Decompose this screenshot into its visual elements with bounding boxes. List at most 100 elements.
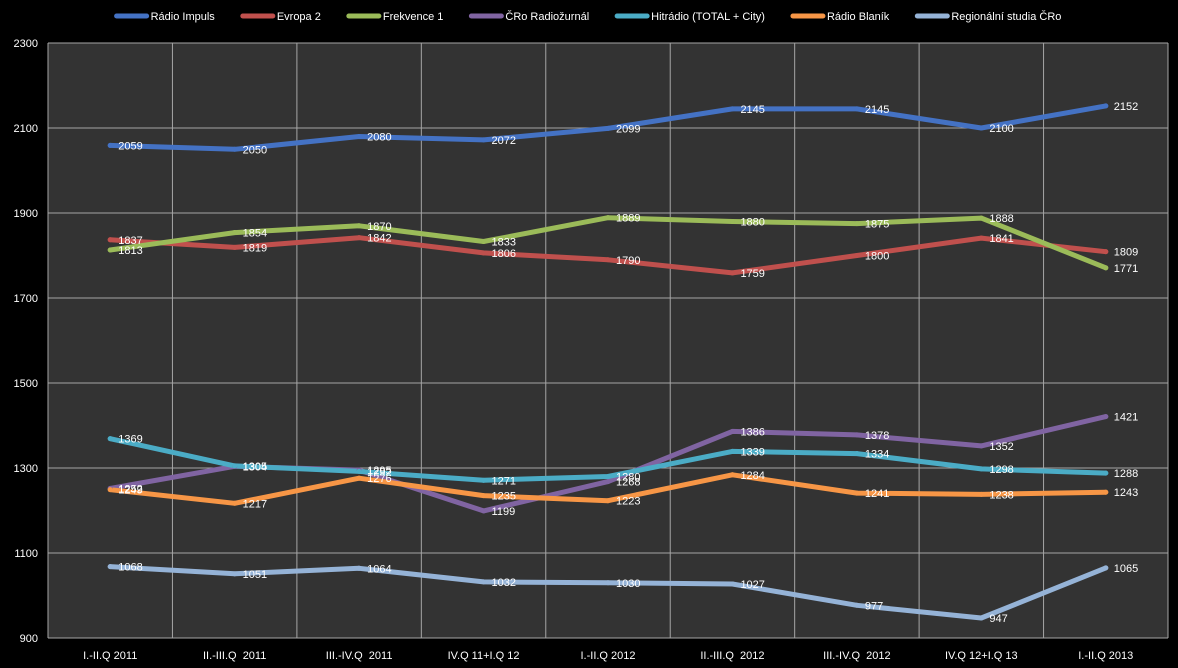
data-point bbox=[1103, 565, 1109, 571]
y-tick-label: 1100 bbox=[14, 548, 38, 560]
data-label: 2080 bbox=[367, 132, 391, 144]
data-label: 1771 bbox=[1114, 263, 1138, 275]
data-label: 977 bbox=[865, 600, 883, 612]
data-label: 1288 bbox=[1114, 468, 1138, 480]
data-label: 2059 bbox=[118, 140, 142, 152]
data-point bbox=[978, 615, 984, 621]
data-label: 1837 bbox=[118, 235, 142, 247]
x-tick-label: III.-IV.Q 2012 bbox=[823, 650, 890, 662]
data-label: 1819 bbox=[243, 242, 267, 254]
data-point bbox=[729, 106, 735, 112]
data-point bbox=[729, 219, 735, 224]
data-point bbox=[481, 137, 487, 143]
data-label: 1809 bbox=[1114, 247, 1138, 259]
x-tick-label: II.-III.Q 2012 bbox=[700, 650, 764, 662]
data-label: 1068 bbox=[118, 562, 142, 574]
data-point bbox=[854, 432, 860, 438]
data-label: 1305 bbox=[243, 461, 267, 473]
x-tick-label: IV.Q 12+I.Q 13 bbox=[945, 650, 1018, 662]
data-point bbox=[605, 215, 611, 221]
data-label: 1298 bbox=[989, 464, 1013, 476]
y-tick-label: 2300 bbox=[14, 38, 38, 50]
data-label: 1352 bbox=[989, 441, 1013, 453]
data-point bbox=[605, 580, 611, 586]
data-point bbox=[232, 463, 238, 469]
data-point bbox=[481, 508, 487, 514]
y-tick-label: 900 bbox=[20, 633, 38, 645]
data-label: 1032 bbox=[492, 577, 516, 589]
x-tick-label: III.-IV.Q 2011 bbox=[326, 650, 393, 662]
data-label: 1339 bbox=[740, 446, 764, 458]
x-tick-label: I.-II.Q 2012 bbox=[580, 650, 635, 662]
data-point bbox=[356, 468, 362, 474]
data-label: 1199 bbox=[492, 506, 516, 518]
data-label: 1880 bbox=[740, 217, 764, 229]
data-point bbox=[481, 493, 487, 499]
data-point bbox=[605, 479, 611, 485]
data-point bbox=[1103, 489, 1109, 495]
data-label: 1217 bbox=[243, 498, 267, 510]
data-point bbox=[605, 498, 611, 504]
data-label: 1304 bbox=[243, 461, 267, 473]
legend-entry: Rádio Impuls bbox=[151, 11, 216, 23]
data-label: 1065 bbox=[1114, 563, 1138, 575]
data-point bbox=[729, 270, 735, 276]
data-label: 1870 bbox=[367, 221, 391, 233]
data-label: 2072 bbox=[492, 135, 516, 147]
data-point bbox=[605, 257, 611, 263]
data-point bbox=[232, 500, 238, 506]
data-point bbox=[481, 579, 487, 585]
data-label: 1369 bbox=[118, 434, 142, 446]
data-label: 1841 bbox=[989, 233, 1013, 245]
legend-entry: Evropa 2 bbox=[277, 11, 321, 23]
data-label: 1813 bbox=[118, 245, 142, 257]
legend-entry: Frekvence 1 bbox=[383, 11, 444, 23]
data-label: 1386 bbox=[740, 426, 764, 438]
data-label: 1295 bbox=[367, 465, 391, 477]
data-label: 2152 bbox=[1114, 101, 1138, 113]
data-label: 1252 bbox=[118, 483, 142, 495]
data-point bbox=[107, 247, 113, 253]
y-tick-label: 2100 bbox=[14, 123, 38, 135]
data-point bbox=[232, 230, 238, 236]
data-label: 2099 bbox=[616, 123, 640, 135]
data-label: 1030 bbox=[616, 578, 640, 590]
data-label: 1759 bbox=[740, 268, 764, 280]
data-label: 1243 bbox=[1114, 487, 1138, 499]
data-label: 1223 bbox=[616, 496, 640, 508]
data-label: 1806 bbox=[492, 248, 516, 260]
x-tick-label: IV.Q 11+I.Q 12 bbox=[448, 650, 520, 662]
data-label: 1051 bbox=[243, 569, 267, 581]
legend-entry: Rádio Blaník bbox=[827, 11, 890, 23]
legend-entry: Hitrádio (TOTAL + City) bbox=[651, 11, 765, 23]
data-point bbox=[729, 448, 735, 454]
data-label: 1027 bbox=[740, 579, 764, 591]
data-label: 1875 bbox=[865, 219, 889, 231]
data-point bbox=[107, 237, 113, 243]
data-label: 1238 bbox=[989, 489, 1013, 501]
data-label: 1268 bbox=[616, 477, 640, 489]
data-label: 1334 bbox=[865, 449, 889, 461]
data-point bbox=[107, 436, 113, 442]
data-point bbox=[1103, 414, 1109, 420]
data-point bbox=[854, 106, 860, 112]
data-point bbox=[107, 142, 113, 148]
x-tick-label: I.-II.Q 2011 bbox=[83, 650, 137, 662]
data-label: 2050 bbox=[243, 144, 267, 156]
data-label: 1790 bbox=[616, 255, 640, 267]
data-point bbox=[729, 472, 735, 478]
data-point bbox=[481, 477, 487, 483]
legend-entry: ČRo Radiožurnál bbox=[505, 10, 589, 23]
data-point bbox=[978, 491, 984, 497]
data-point bbox=[978, 443, 984, 449]
data-point bbox=[978, 215, 984, 221]
y-tick-label: 1500 bbox=[14, 378, 38, 390]
data-point bbox=[481, 250, 487, 256]
data-label: 2145 bbox=[865, 104, 889, 116]
y-tick-label: 1700 bbox=[14, 293, 38, 305]
data-point bbox=[1103, 103, 1109, 109]
data-label: 1833 bbox=[492, 236, 516, 248]
data-label: 1235 bbox=[492, 491, 516, 503]
data-label: 1280 bbox=[616, 472, 640, 484]
